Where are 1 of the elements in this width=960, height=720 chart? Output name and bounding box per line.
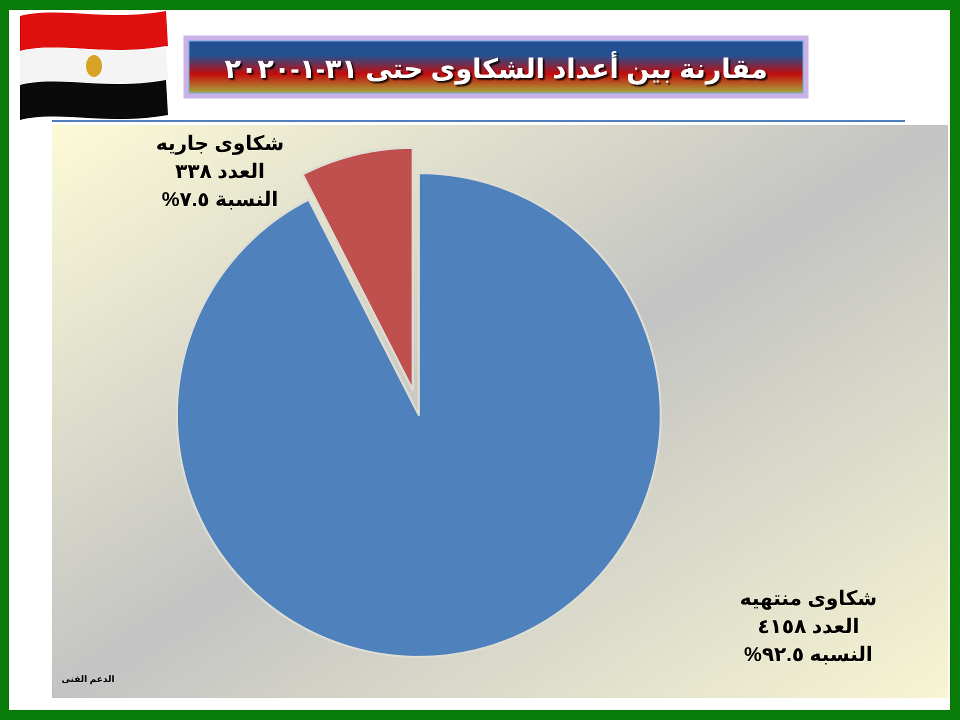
annotation: الدعم الفنى xyxy=(61,674,115,684)
